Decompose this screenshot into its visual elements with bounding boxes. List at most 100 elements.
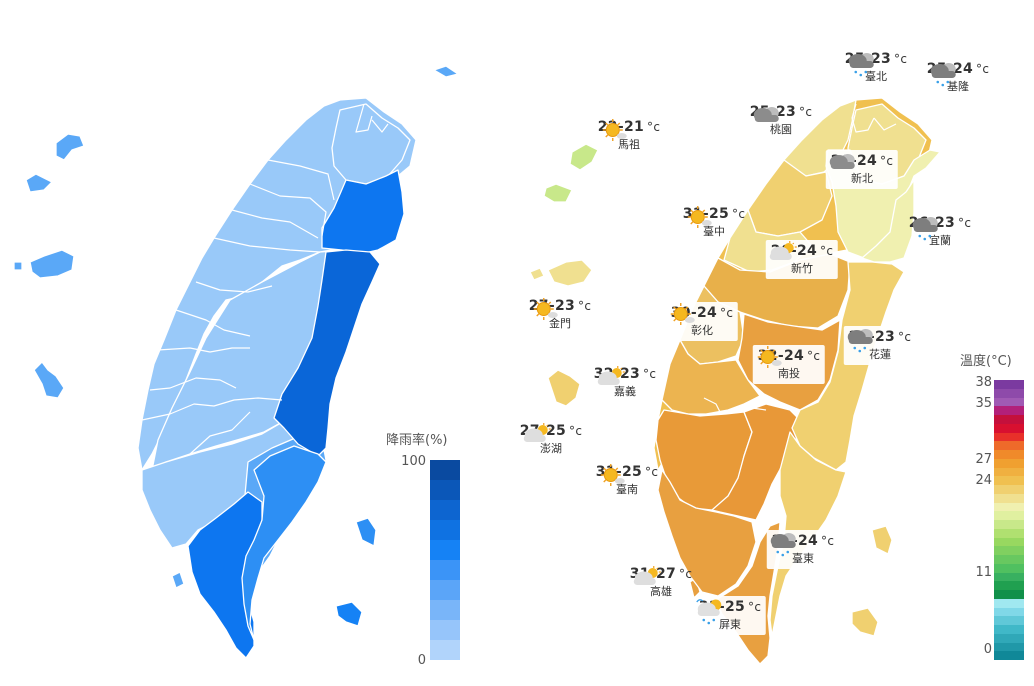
city-name: 新北 xyxy=(850,172,873,185)
legend-swatch xyxy=(994,537,1024,547)
city-name: 澎湖 xyxy=(539,442,562,455)
legend-swatch xyxy=(994,642,1024,652)
city-name: 馬祖 xyxy=(617,138,640,151)
legend-swatch xyxy=(994,450,1024,459)
legend-swatch xyxy=(994,432,1024,442)
city-label-penghu: 27-25°c澎湖 xyxy=(520,422,582,456)
legend-swatch xyxy=(994,476,1024,485)
city-label-taipei: 25-23°c臺北 xyxy=(845,50,907,84)
region-yilan-temp xyxy=(861,179,915,263)
temp-legend-tick-35: 35 xyxy=(975,396,992,411)
city-label-hsinchu: 26-24 °c 新竹 xyxy=(765,240,839,279)
island-orchid-rain xyxy=(335,601,363,627)
city-name: 花蓮 xyxy=(868,348,891,361)
city-name: 金門 xyxy=(548,317,571,330)
legend-swatch xyxy=(994,520,1024,529)
city-name: 臺南 xyxy=(615,483,638,496)
legend-swatch xyxy=(430,560,460,580)
legend-swatch xyxy=(994,555,1024,564)
rain-legend-title: 降雨率(%) xyxy=(386,433,448,448)
city-name: 臺東 xyxy=(791,552,814,565)
island-penghu-small-rain xyxy=(13,261,23,271)
city-temp-unit: °c xyxy=(821,534,835,548)
legend-swatch xyxy=(430,600,460,620)
region-yilan-rain xyxy=(321,169,405,255)
city-temp-unit: °c xyxy=(820,244,834,258)
legend-swatch xyxy=(994,388,1024,398)
temp-legend-tick-27: 27 xyxy=(975,452,992,467)
region-hualien-rain xyxy=(273,249,381,457)
city-temp-unit: °c xyxy=(958,216,972,230)
city-label-taitung: 29-24°c臺東 xyxy=(766,530,840,569)
legend-swatch xyxy=(994,415,1024,424)
rain-legend-max: 100 xyxy=(401,454,426,469)
island-green-rain xyxy=(355,517,377,547)
city-name: 桃園 xyxy=(769,123,792,136)
city-temp-unit: °c xyxy=(647,120,661,134)
legend-swatch xyxy=(430,540,460,560)
island-penghu-west-rain xyxy=(29,249,75,279)
temp-legend-tick-11: 11 xyxy=(975,565,992,580)
island-penghu-rain xyxy=(33,361,65,399)
city-temp-unit: °c xyxy=(578,299,592,313)
rain-map xyxy=(13,65,459,659)
temp-legend-title: 溫度(°C) xyxy=(960,354,1012,369)
city-label-chiayi: 32-23°c嘉義 xyxy=(594,365,656,399)
legend-swatch xyxy=(994,581,1024,590)
city-name: 嘉義 xyxy=(613,385,636,398)
region-taitung-rain xyxy=(241,445,327,641)
city-name: 新竹 xyxy=(790,262,813,275)
city-label-matsu: 22-21 °c 馬祖 xyxy=(598,118,660,152)
legend-swatch xyxy=(994,406,1024,415)
legend-swatch xyxy=(994,651,1024,660)
city-name: 基隆 xyxy=(946,80,969,93)
city-label-changhua: 30-24 °c 彰化 xyxy=(665,302,739,341)
city-label-tainan: 31-25 °c 臺南 xyxy=(596,463,658,497)
island-orchid-temp xyxy=(851,607,879,637)
legend-swatch xyxy=(994,423,1024,433)
city-label-nantou: 32-24 °c 南投 xyxy=(752,345,826,384)
city-label-kaohsiung: 31-27°c高雄 xyxy=(630,565,692,599)
legend-swatch xyxy=(430,640,460,660)
region-hualien-temp xyxy=(791,261,905,471)
legend-swatch xyxy=(994,511,1024,520)
legend-swatch xyxy=(430,520,460,540)
legend-swatch xyxy=(994,380,1024,389)
legend-swatch xyxy=(994,633,1024,643)
city-temp-unit: °c xyxy=(720,306,734,320)
city-name: 南投 xyxy=(777,367,800,380)
city-temp-unit: °c xyxy=(643,367,657,381)
city-temp-unit: °c xyxy=(898,330,912,344)
temp-legend-bar xyxy=(994,380,1024,660)
city-temp-unit: °c xyxy=(569,424,583,438)
city-label-taichung: 31-25 °c 臺中 xyxy=(683,205,745,239)
legend-swatch xyxy=(994,590,1024,599)
city-temp-unit: °c xyxy=(645,465,659,479)
city-name: 宜蘭 xyxy=(928,234,951,247)
temp-legend-tick-0: 0 xyxy=(983,642,992,657)
city-label-pingtung: 31-25 °c 屏東 xyxy=(693,596,767,635)
legend-swatch xyxy=(994,572,1024,582)
city-temp-unit: °c xyxy=(732,207,746,221)
city-name: 高雄 xyxy=(649,585,672,598)
island-matsu-small-temp xyxy=(543,183,573,203)
legend-swatch xyxy=(994,528,1024,538)
legend-swatch xyxy=(994,563,1024,573)
legend-swatch xyxy=(994,502,1024,512)
region-chiayi-temp xyxy=(661,339,761,415)
temp-legend-tick-38: 38 xyxy=(975,375,992,390)
city-temp-unit: °c xyxy=(894,52,908,66)
city-temp-unit: °c xyxy=(880,154,894,168)
island-matsu-temp xyxy=(569,143,599,171)
city-name: 臺中 xyxy=(702,225,725,238)
region-south-kaohsiung-temp xyxy=(657,469,757,597)
city-temp-unit: °c xyxy=(976,62,990,76)
legend-swatch xyxy=(994,493,1024,503)
rain-legend-bar xyxy=(430,460,460,660)
island-kinmen-temp xyxy=(529,267,545,281)
island-green-temp xyxy=(871,525,893,555)
city-label-taoyuan: 25-23°c桃園 xyxy=(750,103,812,137)
city-temp-unit: °c xyxy=(748,600,762,614)
legend-swatch xyxy=(430,460,460,480)
legend-swatch xyxy=(994,467,1024,477)
